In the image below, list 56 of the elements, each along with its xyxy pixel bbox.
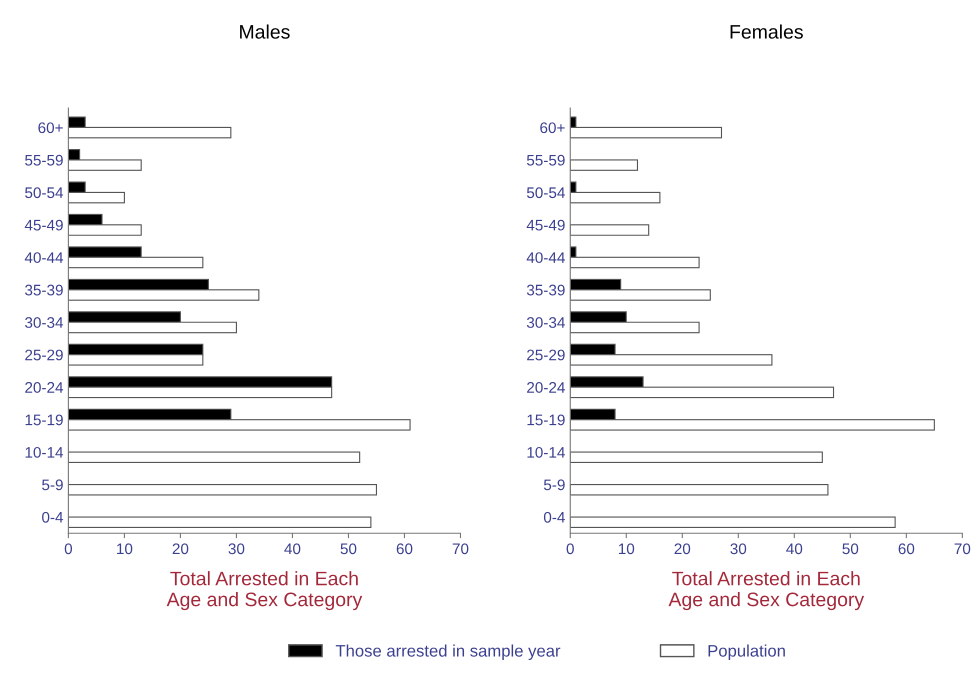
x-axis-title: Total Arrested in Each Age and Sex Category [166, 571, 362, 610]
bar [570, 516, 896, 528]
y-tick-label: 10-14 [26, 446, 64, 458]
y-tick-label: 60+ [38, 122, 63, 134]
x-tick-label: 20 [674, 543, 690, 554]
y-tick-label: 15-19 [26, 414, 63, 426]
legend-label: Population [708, 644, 785, 660]
x-tick-label: 60 [396, 543, 412, 554]
chart-title: Females [730, 24, 803, 39]
bar [68, 516, 372, 528]
bar [570, 224, 650, 236]
x-tick-label: 10 [117, 543, 132, 554]
y-tick-label: 60+ [540, 122, 565, 134]
x-tick-label: 0 [64, 543, 72, 554]
x-tick-label: 50 [340, 543, 356, 554]
chart-title: Males [240, 24, 290, 39]
bar [68, 452, 360, 464]
y-tick-label: 25-29 [527, 350, 565, 360]
y-tick-label: 15-19 [527, 414, 565, 426]
y-tick-label: 35-39 [25, 284, 63, 296]
y-tick-label: 0-4 [544, 512, 565, 523]
y-tick-label: 30-34 [25, 317, 64, 328]
x-tick-label: 70 [954, 543, 970, 554]
x-tick-label: 60 [898, 543, 914, 554]
y-tick-label: 30-34 [526, 317, 565, 328]
y-tick-label: 25-29 [25, 350, 63, 360]
bar [570, 484, 828, 496]
y-tick-label: 40-44 [526, 252, 565, 264]
y-tick-label: 10-14 [527, 446, 565, 458]
y-tick-label: 20-24 [527, 382, 565, 393]
x-tick-label: 10 [618, 543, 634, 554]
y-tick-label: 45-49 [24, 220, 63, 231]
y-tick-label: 0-4 [42, 512, 64, 523]
y-tick-label: 55-59 [25, 154, 63, 166]
y-tick-label: 35-39 [526, 284, 565, 296]
x-tick-label: 30 [730, 543, 746, 554]
x-tick-label: 50 [842, 543, 858, 554]
y-tick-label: 45-49 [526, 220, 565, 231]
x-tick-label: 40 [786, 543, 802, 554]
y-tick-label: 40-44 [24, 252, 64, 264]
y-tick-label: 20-24 [25, 382, 64, 393]
bar [570, 452, 823, 464]
x-tick-label: 40 [284, 543, 300, 554]
bar [570, 159, 638, 171]
y-tick-label: 50-54 [526, 187, 565, 198]
x-tick-label: 20 [172, 543, 188, 554]
x-tick-label: 0 [566, 543, 574, 554]
y-tick-label: 50-54 [25, 187, 64, 198]
legend-label: Those arrested in sample year [336, 644, 560, 660]
x-axis-title: Total Arrested in Each Age and Sex Category [668, 571, 864, 610]
bar [68, 484, 378, 496]
y-tick-label: 55-59 [526, 154, 565, 166]
x-tick-label: 30 [228, 543, 244, 554]
y-tick-label: 5-9 [42, 479, 63, 490]
y-tick-label: 5-9 [544, 479, 565, 490]
x-tick-label: 70 [452, 543, 468, 554]
